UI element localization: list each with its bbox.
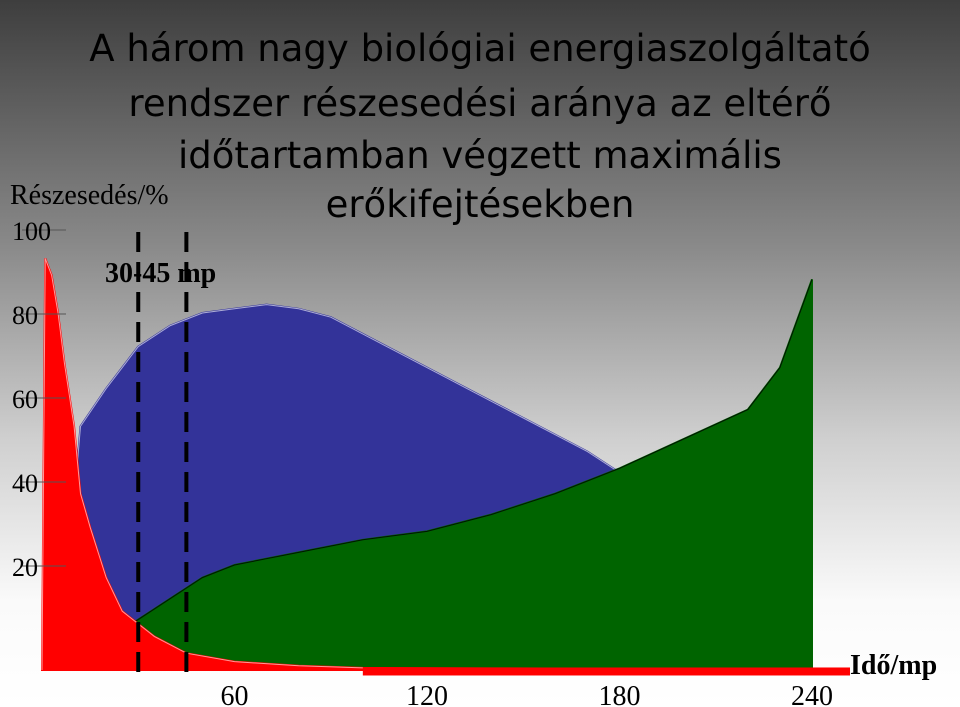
- chart-title-line-3: időtartamban végzett maximális: [178, 134, 782, 177]
- y-tick-label-20: 20: [12, 553, 38, 582]
- chart-title-line-2: rendszer részesedési aránya az eltérő: [128, 82, 832, 125]
- y-tick-label-60: 60: [12, 385, 38, 414]
- x-tick-label-240: 240: [791, 681, 833, 707]
- interval-annotation: 30-45 mp: [105, 258, 217, 289]
- x-axis-label: Idő/mp: [850, 650, 938, 681]
- red-baseline-tail: [362, 667, 850, 676]
- y-tick-label-100: 100: [12, 217, 51, 246]
- x-tick-label-180: 180: [599, 681, 641, 707]
- chart-title-line-4: erőkifejtésekben: [325, 183, 635, 226]
- x-tick-label-60: 60: [221, 681, 249, 707]
- y-axis-label: Részesedés/%: [10, 180, 169, 211]
- chart-title-line-1: A három nagy biológiai energiaszolgáltat…: [89, 27, 871, 70]
- x-tick-label-120: 120: [406, 681, 448, 707]
- y-tick-label-40: 40: [12, 469, 38, 498]
- y-tick-label-80: 80: [12, 301, 38, 330]
